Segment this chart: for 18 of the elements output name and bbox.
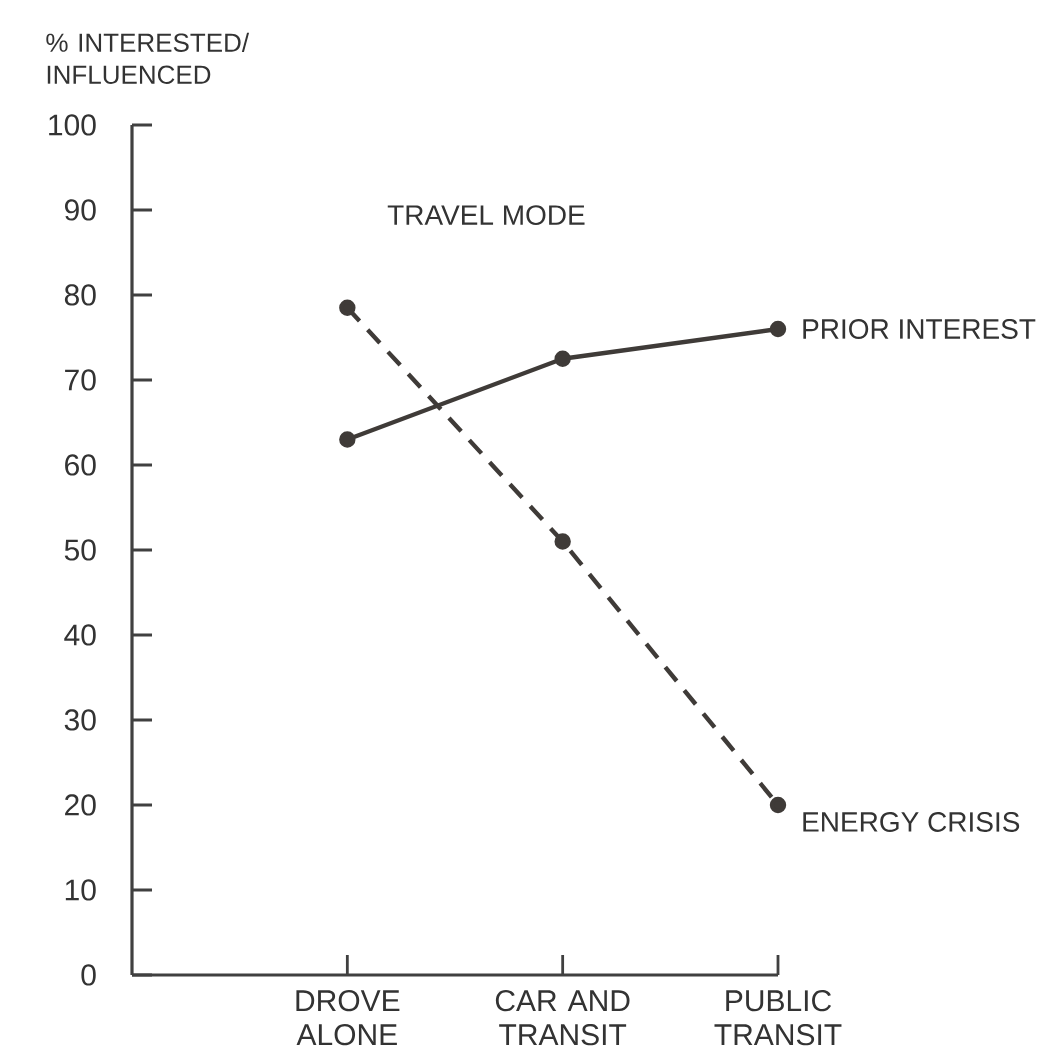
y-tick-label: 20 bbox=[65, 794, 96, 816]
y-tick-label: 100 bbox=[49, 114, 96, 136]
y-tick-label: 10 bbox=[65, 879, 96, 901]
y-tick-label: 0 bbox=[81, 964, 96, 986]
y-tick-label: 70 bbox=[65, 369, 96, 391]
x-tick-label: CAR AND TRANSIT bbox=[495, 990, 630, 1046]
x-tick-label: DROVE ALONE bbox=[296, 990, 400, 1046]
y-tick-label: 80 bbox=[64, 284, 96, 306]
annotation: TRAVEL MODE bbox=[387, 205, 585, 226]
x-tick-label: PUBLIC TRANSIT bbox=[714, 990, 842, 1046]
y-tick-label: 50 bbox=[64, 539, 96, 561]
y-axis-title: % INTERESTED/ INFLUENCED bbox=[46, 32, 250, 84]
y-tick-label: 60 bbox=[65, 454, 96, 476]
y-tick-label: 30 bbox=[64, 709, 96, 731]
y-tick-label: 40 bbox=[64, 624, 96, 646]
series-label: ENERGY CRISIS bbox=[803, 812, 1020, 832]
y-tick-label: 90 bbox=[64, 199, 96, 221]
series-label: PRIOR INTEREST bbox=[803, 319, 1036, 339]
